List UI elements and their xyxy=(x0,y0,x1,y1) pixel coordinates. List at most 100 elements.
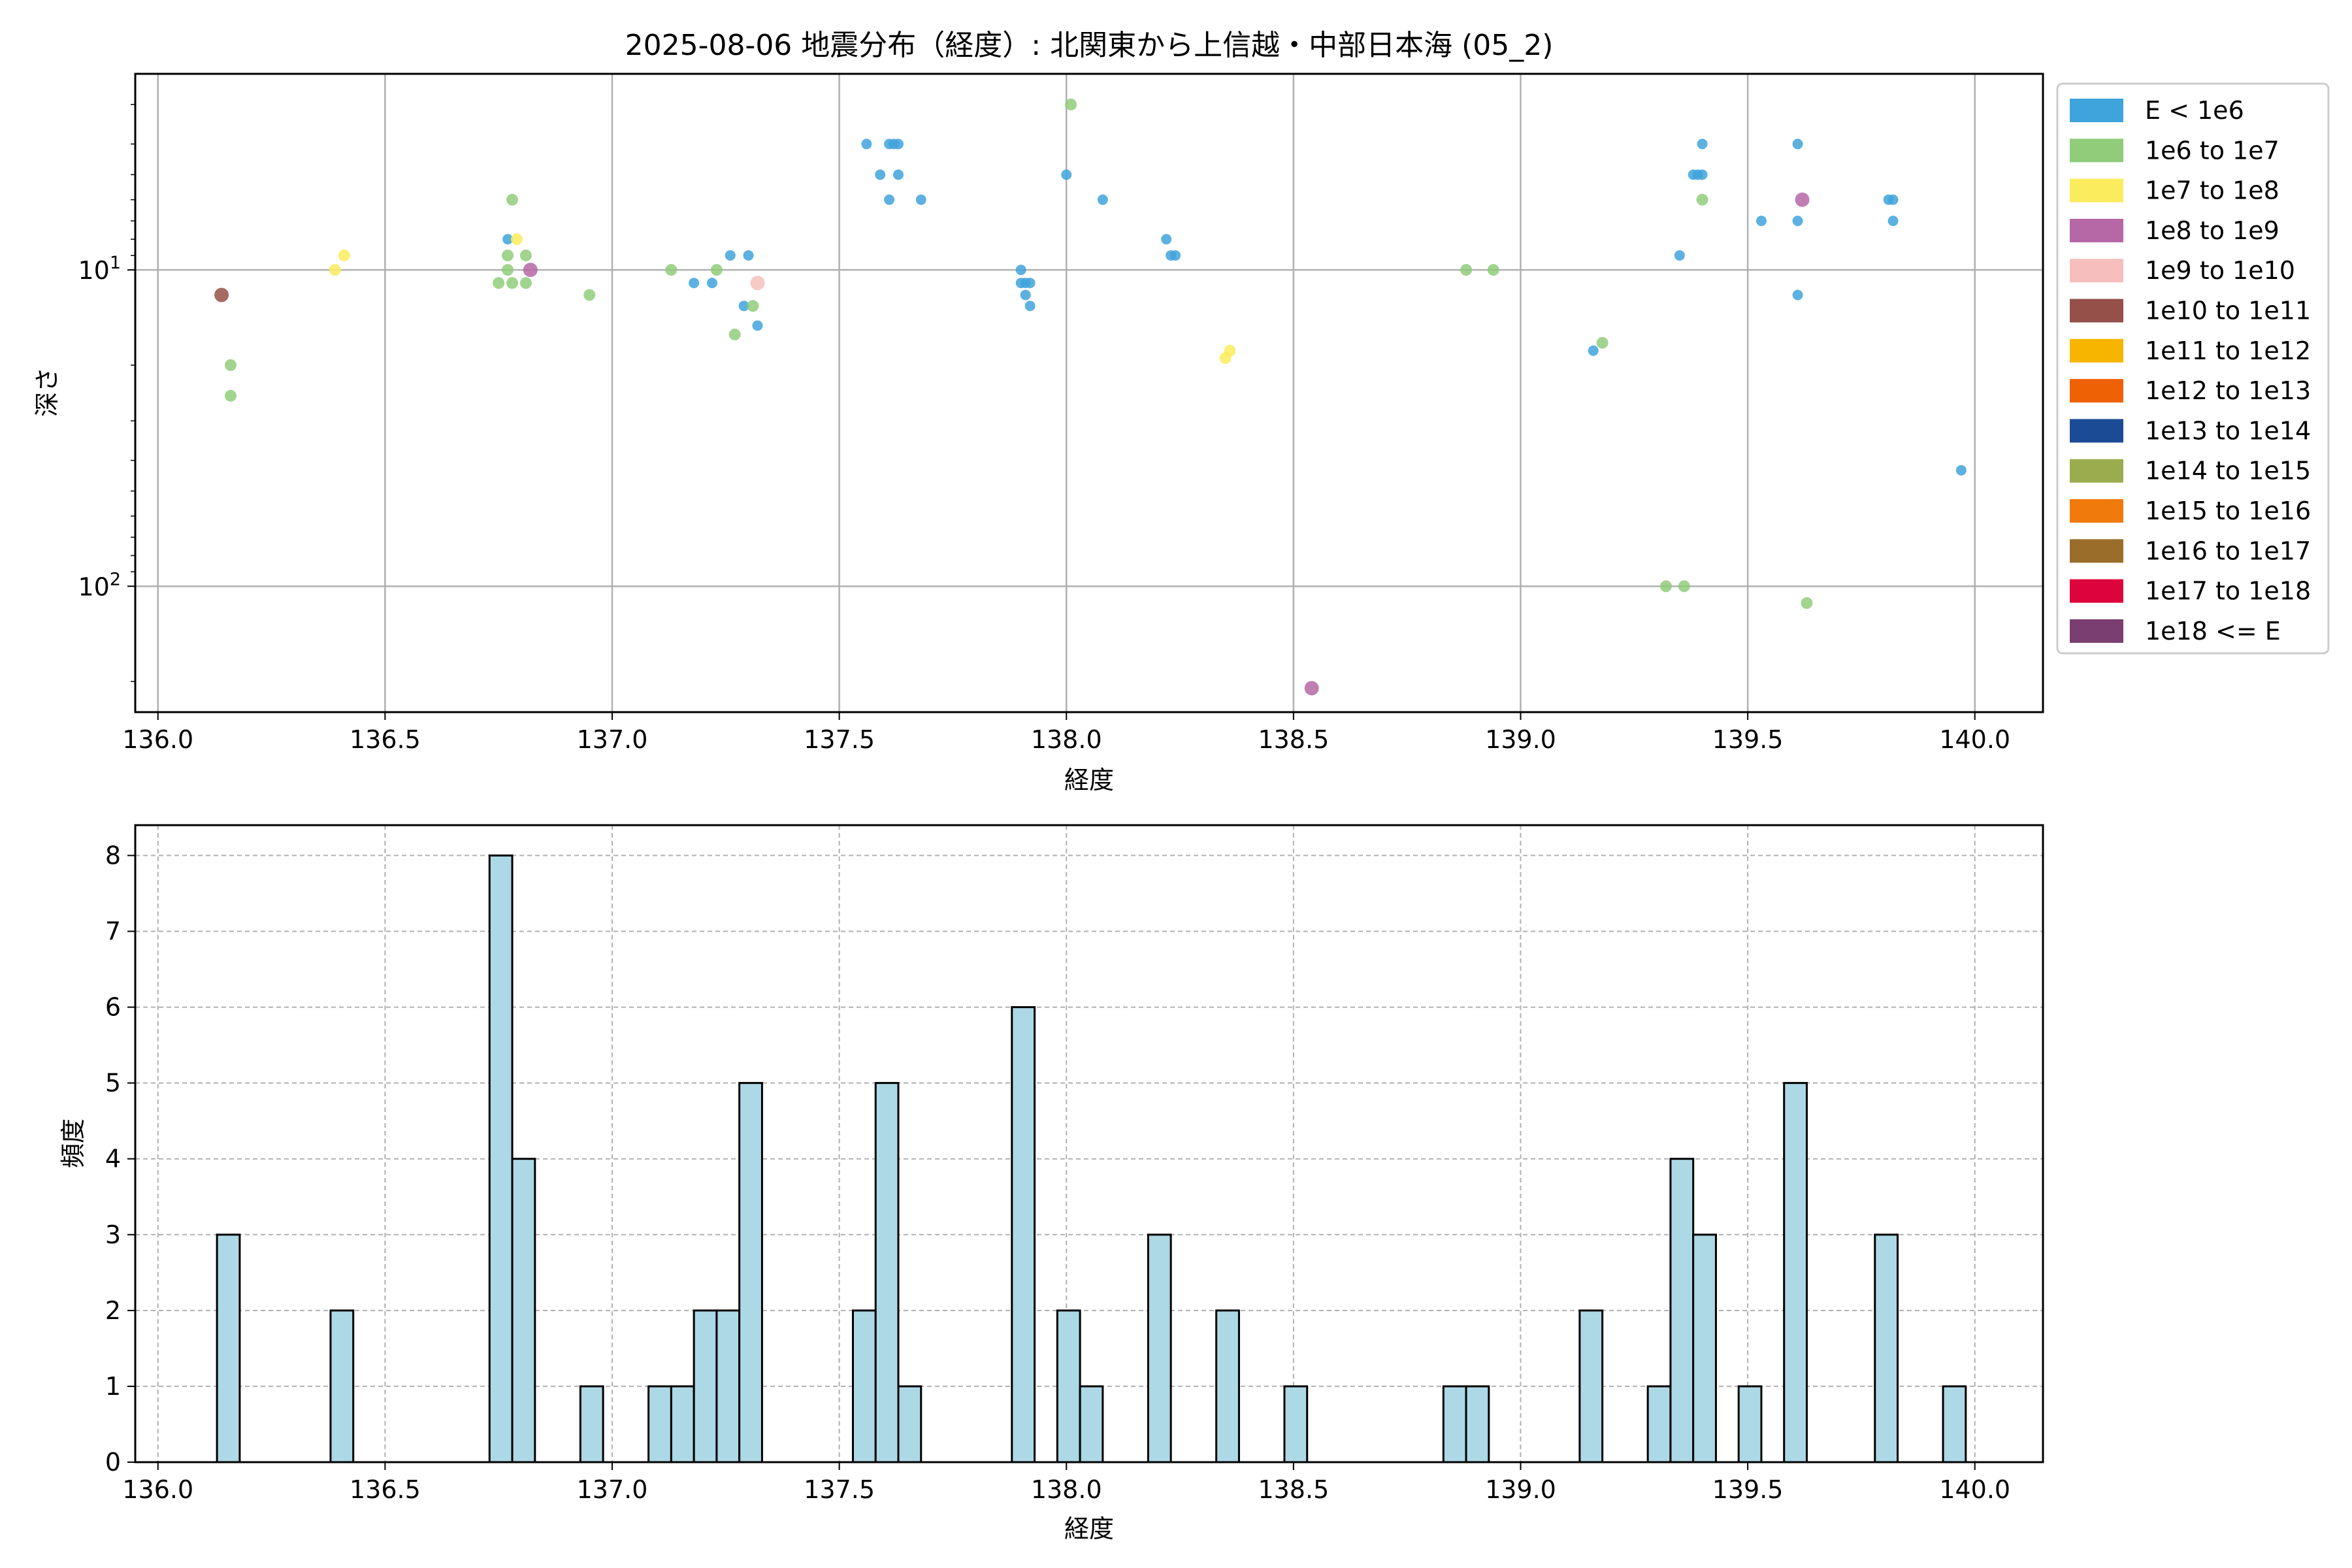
scatter-point xyxy=(665,264,678,276)
scatter-point xyxy=(511,233,523,246)
scatter-point xyxy=(725,250,736,261)
histogram-x-tick-label: 137.0 xyxy=(577,1475,648,1504)
histogram-bar xyxy=(1011,1006,1036,1463)
scatter-point xyxy=(1756,216,1767,227)
scatter-point xyxy=(519,277,532,289)
scatter-x-tick-label: 137.0 xyxy=(577,725,648,754)
histogram-bar xyxy=(874,1082,900,1463)
scatter-x-tick-label: 139.0 xyxy=(1485,725,1556,754)
scatter-point xyxy=(506,193,519,206)
scatter-x-tick-label: 136.0 xyxy=(122,725,193,754)
scatter-point xyxy=(225,389,237,402)
legend-label: 1e17 to 1e18 xyxy=(2145,577,2311,606)
scatter-point xyxy=(1024,301,1036,312)
scatter-point xyxy=(747,300,759,312)
legend-swatch xyxy=(2070,99,2123,122)
histogram-plot-frame xyxy=(134,824,2044,1463)
histogram-x-axis: 136.0 136.5 137.0 137.5 138.0 138.5 139.0 139.5… xyxy=(122,1462,2010,1504)
legend-label: 1e10 to 1e11 xyxy=(2145,297,2311,325)
scatter-point xyxy=(710,264,723,276)
scatter-point xyxy=(506,277,519,289)
scatter-point xyxy=(1955,465,1967,476)
legend-swatch xyxy=(2070,338,2123,363)
scatter-point xyxy=(519,249,532,261)
scatter-point xyxy=(728,328,741,340)
scatter-point xyxy=(738,301,749,312)
legend-swatch xyxy=(2070,459,2123,483)
histogram-y-tick-label: 8 xyxy=(105,841,121,870)
scatter-point xyxy=(1487,264,1499,276)
scatter-point xyxy=(743,250,754,261)
histogram-y-tick-label: 7 xyxy=(105,917,121,946)
histogram-bar xyxy=(1079,1385,1104,1463)
histogram-bar xyxy=(1646,1385,1672,1463)
scatter-point xyxy=(502,264,514,276)
histogram-x-tick-label: 138.5 xyxy=(1258,1475,1329,1504)
scatter-point xyxy=(1792,139,1803,150)
legend-swatch xyxy=(2070,579,2123,603)
legend-label: 1e6 to 1e7 xyxy=(2145,136,2279,165)
scatter-point xyxy=(1801,597,1813,610)
scatter-point xyxy=(1588,345,1599,356)
legend-swatch xyxy=(2070,218,2123,242)
scatter-y-label: 深さ xyxy=(33,367,61,417)
scatter-point xyxy=(884,194,895,205)
histogram-bar xyxy=(738,1082,763,1463)
scatter-y-tick-exponent: 2 xyxy=(110,569,121,589)
scatter-y-tick-label: 102 xyxy=(78,569,121,601)
legend-swatch xyxy=(2070,139,2123,163)
histogram-bar xyxy=(647,1385,672,1463)
scatter-point xyxy=(1678,580,1690,593)
histogram-bar xyxy=(693,1309,718,1463)
histogram-y-axis: 0 1 2 3 4 5 6 7 8 xyxy=(105,841,135,1477)
scatter-point xyxy=(1887,216,1899,227)
scatter-point xyxy=(1024,278,1036,289)
histogram-bar xyxy=(851,1309,877,1463)
scatter-plot-frame xyxy=(134,73,2044,713)
scatter-legend: E < 1e6 1e6 to 1e7 1e7 to 1e8 1e8 to 1e9 1e9… xyxy=(2056,82,2330,655)
histogram-bar xyxy=(670,1385,695,1463)
scatter-y-tick-label: 101 xyxy=(78,253,121,285)
scatter-point xyxy=(1697,139,1708,150)
legend-swatch xyxy=(2070,419,2123,443)
histogram-bar xyxy=(1783,1082,1808,1463)
legend-label: 1e7 to 1e8 xyxy=(2145,176,2279,205)
histogram-bar xyxy=(897,1385,923,1463)
scatter-point xyxy=(875,169,886,180)
scatter-point xyxy=(338,249,350,261)
scatter-title: 2025-08-06 地震分布（経度）: 北関東から上信越・中部日本海 (05_… xyxy=(625,29,1554,62)
histogram-x-tick-label: 140.0 xyxy=(1939,1475,2010,1504)
scatter-point xyxy=(750,276,765,291)
histogram-bar xyxy=(329,1309,355,1463)
legend-swatch xyxy=(2070,299,2123,323)
legend-swatch xyxy=(2070,619,2123,643)
scatter-point xyxy=(1097,194,1108,205)
scatter-point xyxy=(915,194,926,205)
scatter-point xyxy=(1696,193,1708,206)
scatter-point xyxy=(1674,250,1685,261)
scatter-point xyxy=(1795,192,1810,207)
histogram-bar xyxy=(1056,1309,1081,1463)
histogram-bar xyxy=(1442,1385,1467,1463)
scatter-x-axis: 136.0 136.5 137.0 137.5 138.0 138.5 139.0 139.5… xyxy=(122,712,2010,754)
legend-swatch xyxy=(2070,379,2123,403)
histogram-bar xyxy=(1669,1158,1695,1463)
scatter-y-tick-base: 10 xyxy=(78,572,109,601)
legend-label: 1e12 to 1e13 xyxy=(2145,376,2311,405)
legend-frame xyxy=(2056,82,2330,655)
scatter-point xyxy=(493,277,505,289)
scatter-grid xyxy=(135,74,2043,712)
scatter-point xyxy=(1792,289,1803,301)
scatter-x-tick-label: 139.5 xyxy=(1712,725,1784,754)
histogram-bar xyxy=(1283,1385,1309,1463)
scatter-points xyxy=(214,98,1967,696)
scatter-point xyxy=(1061,169,1072,180)
scatter-point xyxy=(502,249,514,261)
scatter-point xyxy=(523,263,538,278)
scatter-point xyxy=(1792,216,1803,227)
scatter-x-tick-label: 140.0 xyxy=(1939,725,2010,754)
scatter-point xyxy=(752,320,763,331)
histogram-bar xyxy=(1737,1385,1763,1463)
scatter-point xyxy=(1065,98,1077,110)
legend-label: 1e14 to 1e15 xyxy=(2145,457,2311,485)
